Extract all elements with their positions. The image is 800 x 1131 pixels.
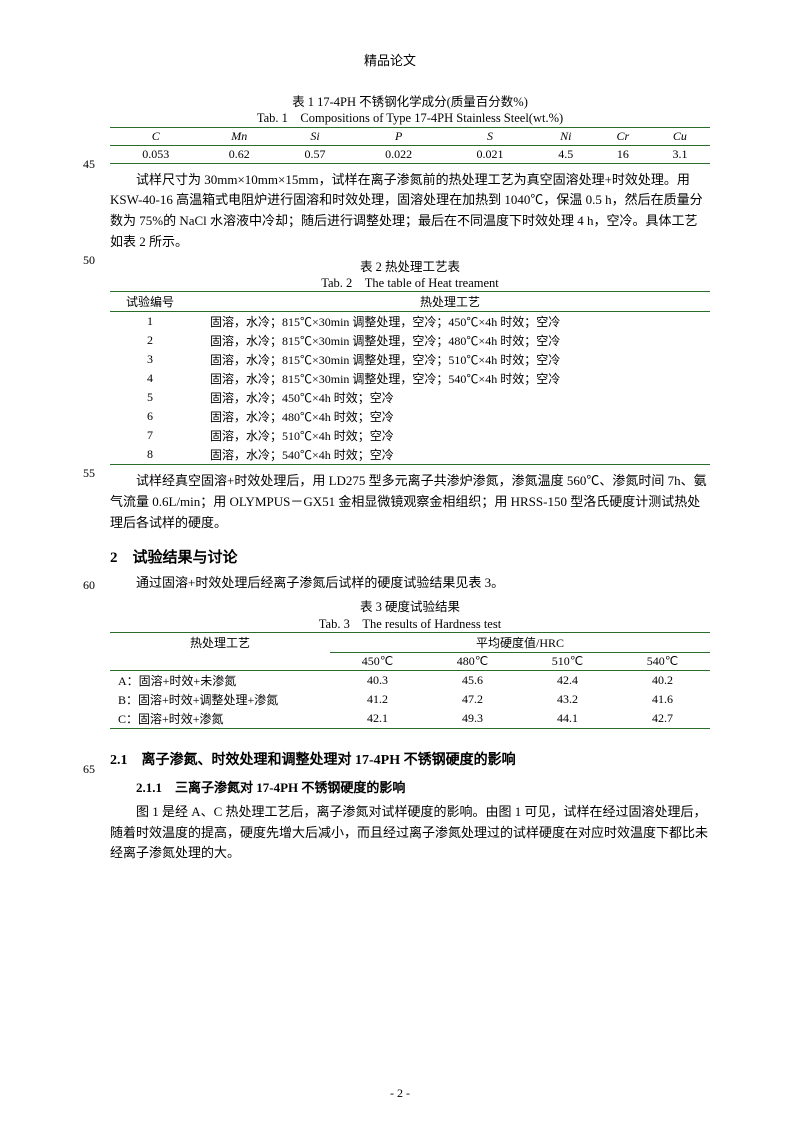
tbl1-h-p: P xyxy=(353,127,444,145)
table-row: C：固溶+时效+渗氮 42.1 49.3 44.1 42.7 xyxy=(110,709,710,729)
tbl3-sub-450: 450℃ xyxy=(330,652,425,670)
table1-caption-en: Tab. 1 Compositions of Type 17-4PH Stain… xyxy=(110,110,710,126)
table-row: 1固溶，水冷；815℃×30min 调整处理，空冷；450℃×4h 时效；空冷 xyxy=(110,312,710,332)
tbl3-h-avg: 平均硬度值/HRC xyxy=(330,632,710,652)
line-number-65: 65 xyxy=(70,762,95,777)
tbl1-h-s: S xyxy=(444,127,535,145)
line-number-60: 60 xyxy=(70,578,95,593)
table1-composition: C Mn Si P S Ni Cr Cu 0.053 0.62 0.57 0.0… xyxy=(110,127,710,164)
table-row: 6固溶，水冷；480℃×4h 时效；空冷 xyxy=(110,407,710,426)
tbl1-cu: 3.1 xyxy=(650,145,710,163)
table2-heat-treatment: 试验编号 热处理工艺 1固溶，水冷；815℃×30min 调整处理，空冷；450… xyxy=(110,291,710,465)
table3-caption-en: Tab. 3 The results of Hardness test xyxy=(110,616,710,632)
table-row: B：固溶+时效+调整处理+渗氮 41.2 47.2 43.2 41.6 xyxy=(110,690,710,709)
table2-caption-en: Tab. 2 The table of Heat treament xyxy=(110,275,710,291)
tbl1-h-si: Si xyxy=(277,127,353,145)
line-number-50: 50 xyxy=(70,253,95,268)
subsubsection-211-heading: 2.1.1 三离子渗氮对 17-4PH 不锈钢硬度的影响 xyxy=(110,777,710,796)
table2-caption-cn: 表 2 热处理工艺表 xyxy=(110,259,710,275)
paragraph-2: 试样经真空固溶+时效处理后，用 LD275 型多元离子共渗炉渗氮，渗氮温度 56… xyxy=(110,471,710,533)
table-row: 2固溶，水冷；815℃×30min 调整处理，空冷；480℃×4h 时效；空冷 xyxy=(110,331,710,350)
paragraph-4: 图 1 是经 A、C 热处理工艺后，离子渗氮对试样硬度的影响。由图 1 可见，试… xyxy=(110,802,710,864)
tbl3-sub-510: 510℃ xyxy=(520,652,615,670)
table-row: 3固溶，水冷；815℃×30min 调整处理，空冷；510℃×4h 时效；空冷 xyxy=(110,350,710,369)
tbl3-sub-480: 480℃ xyxy=(425,652,520,670)
content-area: 表 1 17-4PH 不锈钢化学成分(质量百分数%) Tab. 1 Compos… xyxy=(110,94,710,864)
table3-caption-cn: 表 3 硬度试验结果 xyxy=(110,599,710,615)
tbl1-p: 0.022 xyxy=(353,145,444,163)
tbl1-s: 0.021 xyxy=(444,145,535,163)
tbl1-ni: 4.5 xyxy=(536,145,596,163)
tbl1-h-ni: Ni xyxy=(536,127,596,145)
table-row: 7固溶，水冷；510℃×4h 时效；空冷 xyxy=(110,426,710,445)
tbl3-h-proc: 热处理工艺 xyxy=(110,632,330,670)
table-row: A：固溶+时效+未渗氮 40.3 45.6 42.4 40.2 xyxy=(110,670,710,690)
page-container: 精品论文 表 1 17-4PH 不锈钢化学成分(质量百分数%) Tab. 1 C… xyxy=(0,0,800,1131)
line-number-45: 45 xyxy=(70,157,95,172)
tbl1-cr: 16 xyxy=(596,145,650,163)
line-number-55: 55 xyxy=(70,466,95,481)
page-number: - 2 - xyxy=(0,1086,800,1101)
table1-caption-cn: 表 1 17-4PH 不锈钢化学成分(质量百分数%) xyxy=(110,94,710,110)
tbl1-c: 0.053 xyxy=(110,145,201,163)
tbl1-mn: 0.62 xyxy=(201,145,277,163)
tbl1-h-cr: Cr xyxy=(596,127,650,145)
tbl3-sub-540: 540℃ xyxy=(615,652,710,670)
page-header: 精品论文 xyxy=(70,50,710,69)
table-row: 5固溶，水冷；450℃×4h 时效；空冷 xyxy=(110,388,710,407)
subsection-21-heading: 2.1 离子渗氮、时效处理和调整处理对 17-4PH 不锈钢硬度的影响 xyxy=(110,749,710,769)
tbl2-h2: 热处理工艺 xyxy=(190,292,710,312)
tbl1-si: 0.57 xyxy=(277,145,353,163)
paragraph-3: 通过固溶+时效处理后经离子渗氮后试样的硬度试验结果见表 3。 xyxy=(110,573,710,594)
section-2-heading: 2 试验结果与讨论 xyxy=(110,546,710,567)
paragraph-1: 试样尺寸为 30mm×10mm×15mm，试样在离子渗氮前的热处理工艺为真空固溶… xyxy=(110,170,710,253)
tbl1-h-c: C xyxy=(110,127,201,145)
table-row: 8固溶，水冷；540℃×4h 时效；空冷 xyxy=(110,445,710,465)
tbl1-h-cu: Cu xyxy=(650,127,710,145)
tbl1-h-mn: Mn xyxy=(201,127,277,145)
table3-hardness: 热处理工艺 平均硬度值/HRC 450℃ 480℃ 510℃ 540℃ A：固溶… xyxy=(110,632,710,729)
tbl2-h1: 试验编号 xyxy=(110,292,190,312)
table-row: 4固溶，水冷；815℃×30min 调整处理，空冷；540℃×4h 时效；空冷 xyxy=(110,369,710,388)
